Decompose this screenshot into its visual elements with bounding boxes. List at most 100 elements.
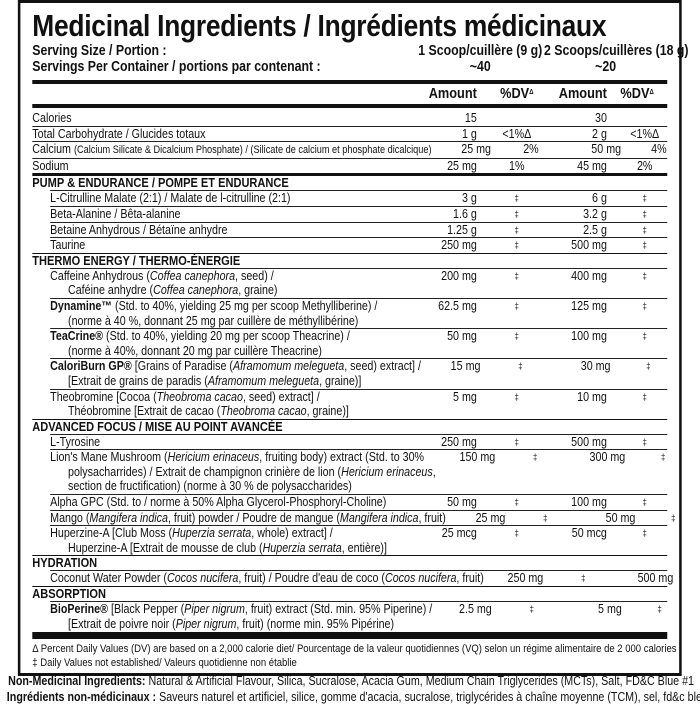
text-segment: Mangifera indica (339, 510, 419, 525)
non-medicinal-fr: Ingrédients non-médicinaux : Saveurs nat… (6, 690, 700, 704)
ingredient-line: Beta-Alanine / Bêta-alanine (50, 207, 417, 222)
ingredient-line: Dynamine™ (Std. to 40%, yielding 25 mg p… (50, 299, 417, 314)
dv-1: ‡ (514, 270, 519, 281)
dv-1: ‡ (514, 193, 519, 204)
amount-header: Amount (428, 85, 477, 102)
text-segment: Mangifera indica (89, 510, 168, 525)
dv-2: 4% (651, 142, 667, 157)
text-segment: Hericium erinaceus (341, 464, 433, 479)
text-segment: TeaCrine® (50, 329, 104, 344)
amount-1: 5 mg (453, 389, 477, 404)
dv-1: ‡ (529, 604, 534, 615)
dv-1: ‡ (533, 452, 538, 463)
ingredient-name: L-Tyrosine (50, 435, 417, 450)
text-segment: Piper nigrum (175, 616, 237, 631)
section-header: PUMP & ENDURANCE / POMPE ET ENDURANCE (32, 175, 289, 191)
text-segment: Dynamine™ (50, 298, 113, 313)
amount-2: 500 mg (637, 571, 674, 586)
amount-1: 1.6 g (453, 206, 477, 221)
amount-1: 250 mg (507, 571, 544, 586)
nutrient-row: Calories 15 30 (32, 111, 667, 126)
amount-2: 30 mg (580, 359, 611, 374)
text-segment: [Extrait de grains de paradis ( (68, 373, 208, 388)
text-segment: (Std. to 40%, yielding 25 mg per scoop M… (112, 298, 378, 313)
ingredient-line: [Extrait de grains de paradis (Aframomum… (50, 374, 421, 389)
text-segment: Huperzia serrata (172, 526, 252, 541)
dv-2: ‡ (642, 391, 647, 402)
amount-1: 250 mg (441, 434, 477, 449)
text-segment: , seed) extract] / (242, 389, 320, 404)
serving-2: 2 Scoops/cuillères (18 g) (544, 43, 689, 59)
ingredient-line: L-Citrulline Malate (2:1) / Malate de l-… (50, 191, 417, 206)
ingredient-name: CaloriBurn GP® [Grains of Paradise (Afra… (50, 359, 421, 388)
text-segment: Lion's Mane Mushroom ( (50, 450, 168, 465)
amount-1: 15 mg (450, 359, 481, 374)
ingredient-name: Beta-Alanine / Bêta-alanine (50, 207, 417, 222)
ingredient-name: Huperzine-A [Club Moss (Huperzia serrata… (50, 526, 417, 555)
ingredient-row: Betaine Anhydrous / Bétaïne anhydre 1.25 … (50, 221, 668, 238)
serving-size-label: Serving Size / Portion : (32, 43, 167, 59)
text-segment: , fruit) / Poudre d'eau de coco ( (238, 571, 385, 586)
ingredient-name: TeaCrine® (Std. to 40%, yielding 20 mg p… (50, 329, 417, 358)
dv-1: ‡ (514, 240, 519, 251)
dv-2: <1%Δ (630, 126, 660, 141)
servings-2: ~20 (595, 59, 617, 75)
divider (32, 173, 668, 177)
nutrient-row: Calcium (Calcium Silicate & Dicalcium Ph… (32, 141, 668, 158)
divider (32, 104, 668, 108)
text-segment: , fruit) extract (Std. min. 95% Piperine… (244, 602, 433, 617)
text-segment: Theobroma cacao (156, 389, 243, 404)
amount-2: 500 mg (571, 434, 607, 449)
serving-1: 1 Scoop/cuillère (9 g) (418, 43, 543, 59)
ingredient-row: Alpha GPC (Std. to / norme à 50% Alpha G… (50, 494, 668, 510)
text-segment: , entière)] (341, 540, 387, 555)
text-segment: Piper nigrum (184, 602, 245, 617)
amount-1: 150 mg (459, 450, 496, 465)
text-segment: Theobroma cacao (220, 404, 307, 419)
dv-1: ‡ (514, 391, 519, 402)
servings-per-container-row: Servings Per Container / portions par co… (32, 59, 667, 75)
ingredient-line: Caffeine Anhydrous (Coffea canephora, se… (50, 269, 417, 284)
text-segment: , fruit) (456, 571, 484, 586)
ingredient-line: (norme à 40 %, donnant 25 mg par cuillèr… (50, 314, 417, 329)
text-segment: Huperzine-A [Extrait de mousse de club ( (68, 540, 263, 555)
text-segment: (norme à 40%, donnant 20 mg par cuillère… (68, 343, 322, 358)
dv-1: ‡ (514, 208, 519, 219)
ingredient-row: Dynamine™ (Std. to 40%, yielding 25 mg p… (50, 297, 668, 329)
text-segment: Huperzine-A [Club Moss ( (50, 526, 173, 541)
ingredient-row: Beta-Alanine / Bêta-alanine 1.6 g ‡ 3.2 g ‡ (50, 205, 668, 222)
amount-2: 500 mg (571, 238, 607, 253)
text-segment: Alpha GPC (Std. to / norme à 50% Alpha G… (50, 495, 387, 510)
dv-1: ‡ (514, 224, 519, 235)
divider (32, 80, 668, 84)
text-segment: Theobromine [Cocoa ( (50, 389, 157, 404)
ingredient-line: BioPerine® [Black Pepper (Piper nigrum, … (50, 602, 432, 617)
amount-1: 1 g (461, 126, 477, 141)
divider (32, 632, 668, 640)
text-segment: , graine)] (319, 373, 362, 388)
text-segment: , graine) (238, 283, 278, 298)
text-segment: (Calcium Silicate & Dicalcium Phosphate)… (73, 144, 432, 157)
amount-1: 1.25 g (447, 222, 477, 237)
text-segment: Mango ( (50, 510, 90, 525)
nutrient-name: Calcium (Calcium Silicate & Dicalcium Ph… (32, 142, 431, 158)
ingredient-row: CaloriBurn GP® [Grains of Paradise (Afra… (50, 358, 668, 388)
nutrient-list: Calories 15 30 Total Carbohydrate / Glucide… (32, 111, 668, 173)
text-segment: Calcium (32, 142, 74, 157)
amount-2: 125 mg (571, 298, 607, 313)
footnote-dv: Δ Percent Daily Values (DV) are based on… (32, 643, 677, 656)
dv-2: ‡ (642, 193, 647, 204)
text-segment: , graine)] (306, 404, 349, 419)
ingredient-name: Betaine Anhydrous / Bétaïne anhydre (50, 223, 417, 238)
text-segment: , seed) / (235, 268, 274, 283)
footnote-not-established: ‡ Daily Values not established/ Valeurs … (32, 657, 297, 670)
ingredient-name: Theobromine [Cocoa (Theobroma cacao, see… (50, 390, 417, 419)
dv-1: ‡ (514, 436, 519, 447)
text-segment: BioPerine® (50, 602, 109, 617)
dv-2 (607, 111, 667, 126)
amount-2: 50 mg (605, 510, 636, 525)
section-header: ABSORPTION (32, 586, 668, 601)
ingredient-line: Lion's Mane Mushroom (Hericium erinaceus… (50, 450, 436, 465)
dv-1: ‡ (543, 512, 548, 523)
amount-2: 10 mg (577, 389, 607, 404)
